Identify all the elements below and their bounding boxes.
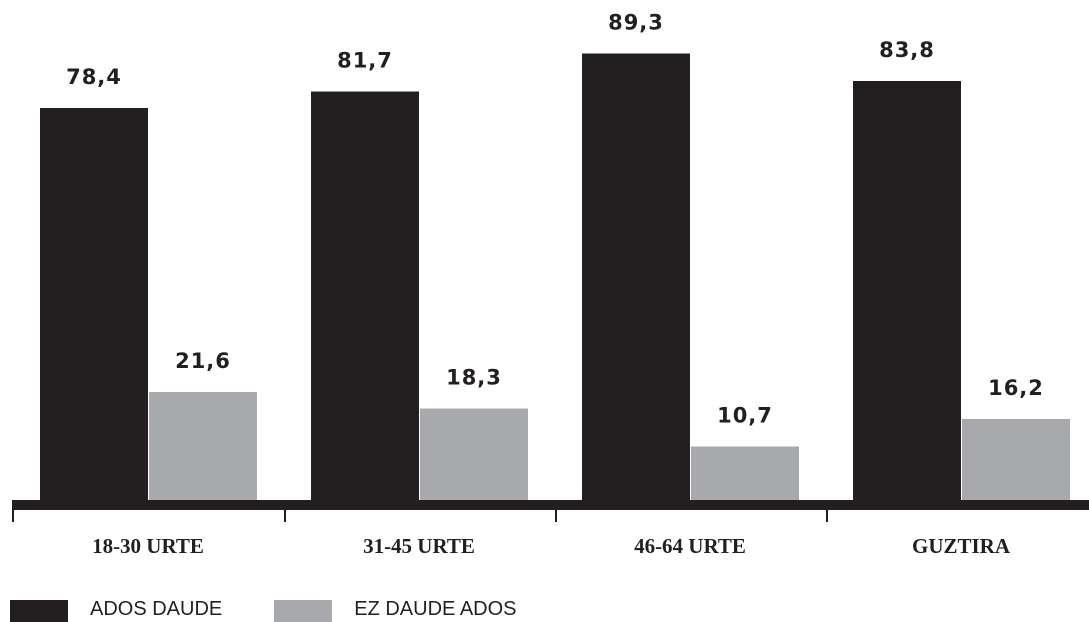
bar-ez-daude-ados-46-64-urte [691, 446, 799, 500]
data-label-ez-daude-ados-guztira: 16,2 [988, 376, 1044, 400]
x-axis-line [12, 500, 1089, 510]
category-labels-group: 18-30 URTE 31-45 URTE 46-64 URTE GUZTIRA [92, 534, 1011, 558]
value-labels-group: 78,4 21,6 81,7 18,3 89,3 10,7 83,8 16,2 [66, 11, 1044, 428]
category-label-18-30-urte: 18-30 URTE [92, 534, 204, 558]
category-label-46-64-urte: 46-64 URTE [634, 534, 746, 558]
data-label-ados-daude-guztira: 83,8 [879, 38, 935, 62]
legend: ADOS DAUDE EZ DAUDE ADOS [10, 598, 569, 622]
x-axis-tick-2 [555, 508, 557, 522]
legend-item-ez-daude-ados: EZ DAUDE ADOS [274, 598, 517, 622]
legend-label-ez-daude-ados: EZ DAUDE ADOS [354, 598, 517, 620]
legend-label-ados-daude: ADOS DAUDE [90, 598, 223, 620]
x-axis-tick-3 [826, 508, 828, 522]
x-axis-tick-0 [12, 508, 14, 522]
data-label-ados-daude-31-45-urte: 81,7 [337, 49, 393, 73]
legend-item-ados-daude: ADOS DAUDE [10, 598, 223, 622]
bar-ez-daude-ados-31-45-urte [420, 408, 528, 500]
data-label-ados-daude-18-30-urte: 78,4 [66, 65, 122, 89]
category-label-31-45-urte: 31-45 URTE [363, 534, 475, 558]
data-label-ez-daude-ados-46-64-urte: 10,7 [717, 404, 773, 428]
category-label-guztira: GUZTIRA [912, 534, 1011, 558]
bar-ados-daude-31-45-urte [311, 91, 419, 500]
x-axis-tick-1 [284, 508, 286, 522]
data-label-ez-daude-ados-18-30-urte: 21,6 [175, 349, 231, 373]
data-label-ados-daude-46-64-urte: 89,3 [608, 11, 664, 35]
bars-group [40, 53, 1070, 500]
bar-ez-daude-ados-18-30-urte [149, 392, 257, 500]
legend-swatch-ados-daude [10, 600, 68, 622]
bar-ados-daude-18-30-urte [40, 108, 148, 500]
data-label-ez-daude-ados-31-45-urte: 18,3 [446, 366, 502, 390]
x-axis [12, 500, 1089, 522]
bar-chart: 78,4 21,6 81,7 18,3 89,3 10,7 83,8 16,2 18-30 U… [12, 11, 1089, 558]
legend-swatch-ez-daude-ados [274, 600, 333, 622]
bar-ados-daude-guztira [853, 81, 961, 500]
bar-ados-daude-46-64-urte [582, 53, 690, 500]
bar-ez-daude-ados-guztira [962, 419, 1070, 500]
